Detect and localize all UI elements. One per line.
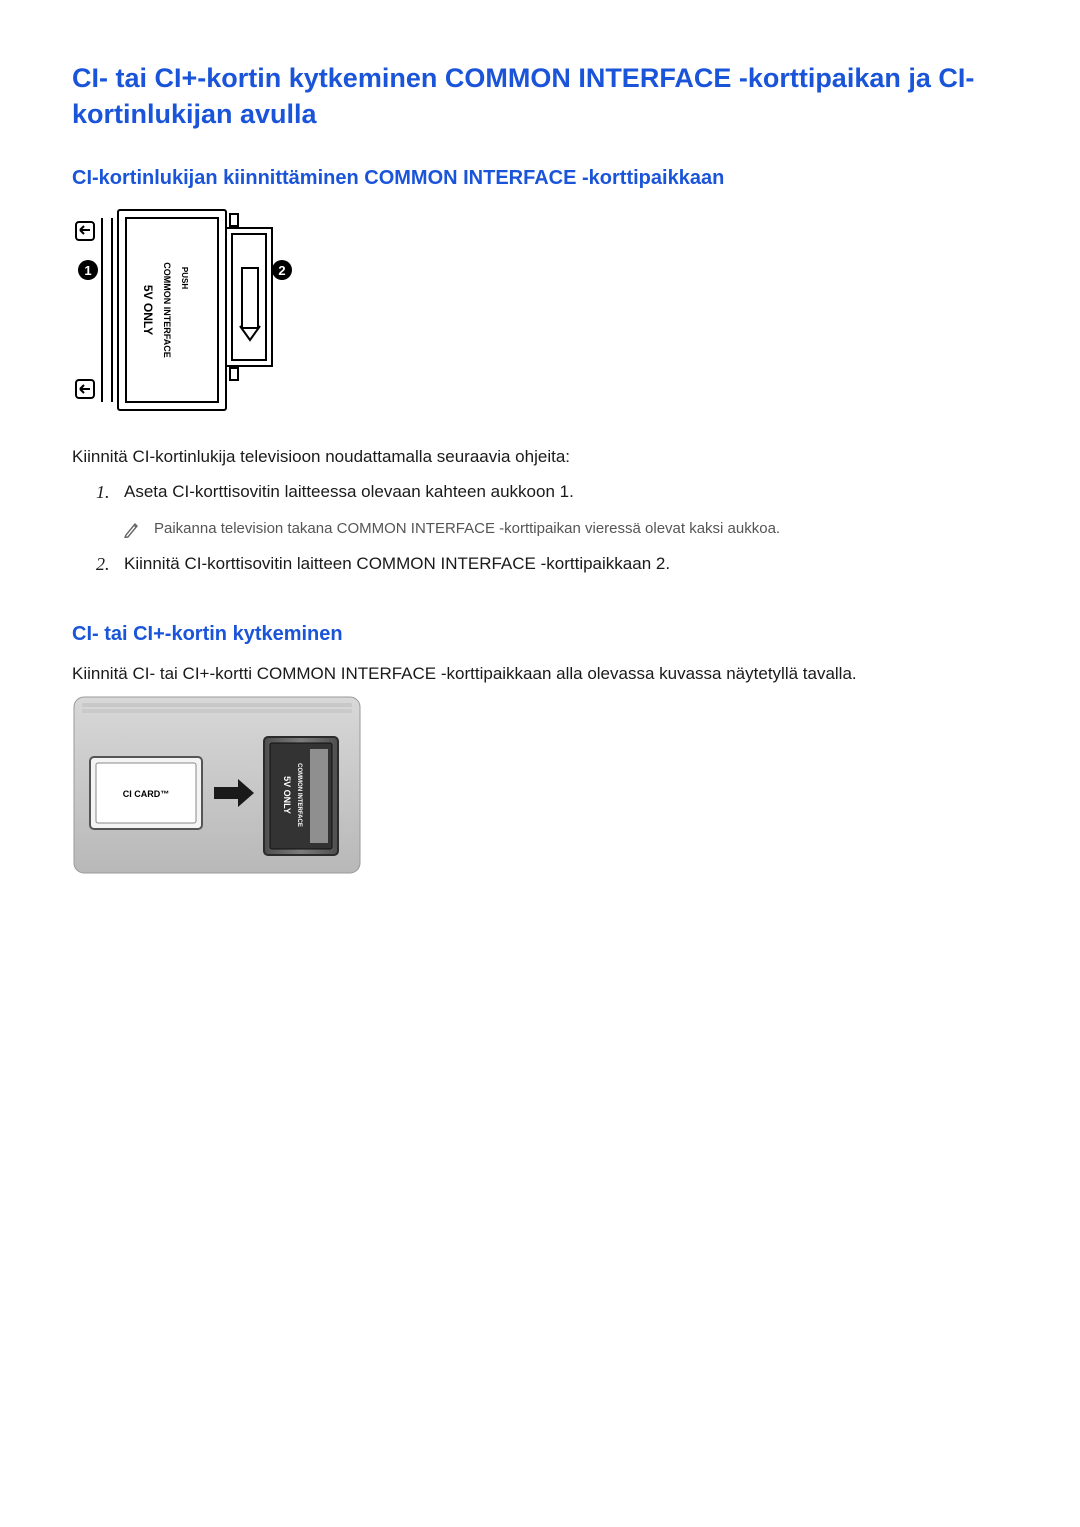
step-text: Aseta CI-korttisovitin laitteessa olevaa…: [124, 482, 574, 501]
slot-label-ci: COMMON INTERFACE: [296, 764, 302, 828]
step-item: 2. Kiinnitä CI-korttisovitin laitteen CO…: [96, 551, 1008, 577]
step-num: 1.: [96, 479, 110, 506]
pencil-icon: [124, 520, 140, 538]
diagram-label-push: PUSH: [180, 267, 189, 289]
section1-steps-2: 2. Kiinnitä CI-korttisovitin laitteen CO…: [96, 551, 1008, 577]
page-title: CI- tai CI+-kortin kytkeminen COMMON INT…: [72, 60, 1008, 133]
diagram-label-ci: COMMON INTERFACE: [162, 262, 172, 358]
diagram-label-5v: 5V ONLY: [141, 285, 155, 335]
diagram-marker-1: 1: [84, 263, 91, 278]
diagram-marker-2: 2: [278, 263, 285, 278]
section2-intro: Kiinnitä CI- tai CI+-kortti COMMON INTER…: [72, 662, 1008, 686]
step-text: Kiinnitä CI-korttisovitin laitteen COMMO…: [124, 554, 670, 573]
diagram-ci-adapter: 1 2 5V ONLY COMMON INTERFACE PUSH: [72, 208, 1008, 423]
section1-heading: CI-kortinlukijan kiinnittäminen COMMON I…: [72, 167, 1008, 190]
step-num: 2.: [96, 551, 110, 578]
note-text: Paikanna television takana COMMON INTERF…: [154, 518, 780, 539]
diagram-ci-card-insert: CI CARD™ 5V ONLY COMMON INTERFACE: [72, 695, 1008, 880]
step-item: 1. Aseta CI-korttisovitin laitteessa ole…: [96, 479, 1008, 505]
section2-heading: CI- tai CI+-kortin kytkeminen: [72, 623, 1008, 646]
section1-steps: 1. Aseta CI-korttisovitin laitteessa ole…: [96, 479, 1008, 505]
card-label: CI CARD™: [123, 789, 170, 799]
slot-label-5v: 5V ONLY: [282, 777, 292, 815]
note-row: Paikanna television takana COMMON INTERF…: [124, 518, 1008, 539]
section1-intro: Kiinnitä CI-kortinlukija televisioon nou…: [72, 445, 1008, 469]
